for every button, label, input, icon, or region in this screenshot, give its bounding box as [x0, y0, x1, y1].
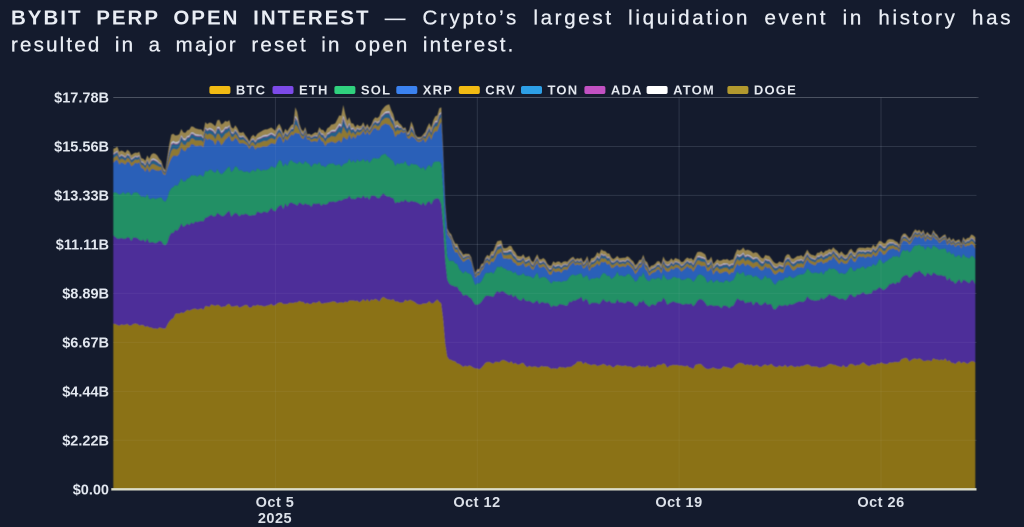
svg-text:ATOM: ATOM — [673, 83, 715, 98]
svg-text:resulted in a major reset in o: resulted in a major reset in open intere… — [11, 34, 516, 57]
svg-text:ADA: ADA — [611, 83, 643, 98]
svg-text:Oct 5: Oct 5 — [256, 495, 295, 511]
svg-text:$4.44B: $4.44B — [62, 384, 109, 400]
svg-text:$17.78B: $17.78B — [54, 91, 109, 107]
svg-text:$15.56B: $15.56B — [54, 140, 109, 156]
svg-text:Oct 19: Oct 19 — [655, 495, 702, 511]
svg-text:BYBIT PERP OPEN INTEREST — Cry: BYBIT PERP OPEN INTEREST — Crypto’s larg… — [11, 7, 1013, 30]
svg-text:$13.33B: $13.33B — [54, 188, 109, 204]
svg-text:XRP: XRP — [423, 83, 453, 98]
svg-text:TON: TON — [548, 83, 579, 98]
svg-text:$11.11B: $11.11B — [56, 237, 109, 253]
svg-text:Oct 26: Oct 26 — [857, 495, 904, 511]
svg-text:CRV: CRV — [485, 83, 516, 98]
svg-text:ETH: ETH — [299, 83, 329, 98]
svg-text:$6.67B: $6.67B — [62, 335, 109, 351]
svg-text:BTC: BTC — [236, 83, 266, 98]
svg-text:DOGE: DOGE — [754, 83, 797, 98]
svg-text:2025: 2025 — [258, 511, 292, 527]
svg-text:Oct 12: Oct 12 — [453, 495, 500, 511]
svg-text:$2.22B: $2.22B — [62, 433, 109, 449]
svg-text:$8.89B: $8.89B — [62, 286, 109, 302]
svg-text:SOL: SOL — [361, 83, 391, 98]
svg-text:$0.00: $0.00 — [73, 482, 109, 498]
